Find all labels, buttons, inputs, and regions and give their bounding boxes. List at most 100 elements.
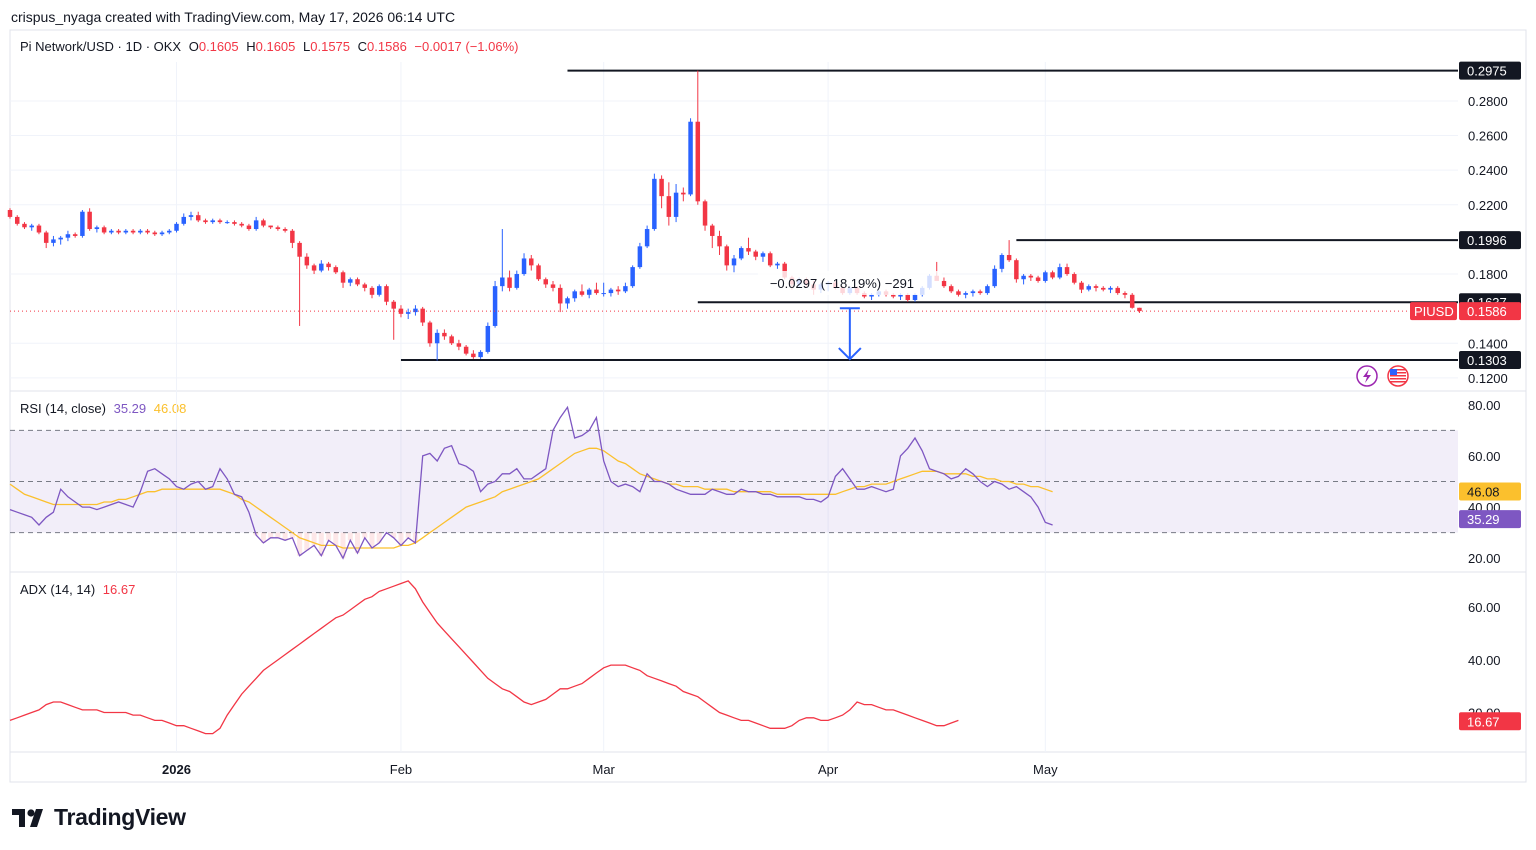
candle-body	[138, 230, 143, 233]
candle-body	[869, 294, 874, 297]
symbol-tag-label: PIUSD	[1414, 304, 1454, 319]
candle-body	[471, 353, 476, 358]
time-axis-tick: 2026	[162, 762, 191, 777]
candle-body	[529, 258, 534, 266]
candle-body	[391, 301, 396, 309]
adx-axis-tick: 60.00	[1468, 600, 1501, 615]
high-value: 0.1605	[255, 39, 296, 54]
level-price-label: 0.1303	[1467, 353, 1507, 368]
candle-body	[275, 227, 281, 230]
candle-body	[72, 234, 78, 236]
candle-body	[1137, 307, 1142, 312]
candle-body	[1100, 287, 1106, 290]
candle-body	[159, 232, 165, 235]
candle-body	[485, 325, 491, 352]
change-value: −0.0017 (−1.06%)	[414, 39, 519, 54]
candle-body	[536, 265, 541, 280]
level-price-tag	[1459, 61, 1521, 80]
candle-body	[1086, 286, 1092, 290]
adx-line	[9, 580, 959, 735]
candle-body	[905, 294, 911, 300]
candle-body	[1043, 272, 1048, 281]
level-price-label: 0.2975	[1467, 64, 1507, 79]
rsi-label[interactable]: RSI (14, close)	[20, 401, 106, 416]
us-flag-icon-stripe	[1390, 378, 1406, 380]
adx-label[interactable]: ADX (14, 14)	[20, 582, 96, 597]
open-value: 0.1605	[198, 39, 239, 54]
candle-body	[767, 253, 773, 266]
candle-body	[463, 346, 469, 354]
candle-body	[521, 258, 527, 275]
candle-body	[731, 258, 737, 266]
measure-label: −0.0297 (−18.19%) −291	[770, 276, 914, 291]
symbol-legend: Pi Network/USD · 1D · OKX O0.1605 H0.160…	[20, 39, 519, 54]
candle-body	[217, 220, 223, 223]
candle-body	[14, 216, 20, 224]
candle-body	[384, 286, 389, 302]
price-axis-tick: 0.1800	[1468, 267, 1508, 282]
time-axis-tick: Apr	[818, 762, 839, 777]
candle-body	[29, 225, 34, 228]
rsi-value: 35.29	[113, 401, 147, 416]
candle-body	[268, 225, 273, 228]
last-price-tag	[1459, 302, 1521, 321]
candle-body	[22, 223, 27, 228]
candle-body	[239, 223, 244, 226]
candle-body	[615, 289, 621, 292]
candle-body	[340, 272, 346, 283]
candle-body	[601, 293, 606, 295]
time-axis-tick: Feb	[390, 762, 412, 777]
candle-body	[442, 332, 447, 337]
candle-body	[167, 230, 172, 233]
candle-body	[695, 121, 701, 202]
rsi-ma-tag-label: 46.08	[1467, 485, 1500, 500]
tradingview-logo[interactable]: TradingView	[12, 804, 186, 831]
candle-body	[941, 280, 947, 287]
candle-body	[58, 237, 63, 240]
candle-body	[65, 234, 71, 238]
candle-body	[253, 220, 259, 230]
candle-body	[717, 235, 722, 247]
candle-body	[746, 248, 751, 252]
candle-body	[1050, 272, 1055, 278]
last-price-label: 0.1586	[1467, 304, 1507, 319]
candle-body	[760, 253, 766, 257]
candle-body	[1072, 274, 1077, 283]
us-flag-icon-stripe	[1390, 372, 1406, 374]
candle-body	[1035, 277, 1041, 281]
rsi-axis-tick: 60.00	[1468, 449, 1501, 464]
candle-body	[543, 279, 549, 285]
candle-body	[130, 230, 136, 233]
us-flag-icon-stripe	[1390, 369, 1406, 371]
candle-body	[681, 192, 686, 195]
candle-body	[420, 308, 425, 323]
close-value: 0.1586	[367, 39, 407, 54]
candle-body	[652, 178, 657, 230]
candle-body	[970, 291, 976, 294]
candle-body	[290, 230, 295, 243]
us-flag-icon-stripe	[1390, 375, 1406, 377]
low-label: L	[303, 39, 311, 54]
candle-body	[500, 277, 505, 287]
candle-body	[948, 286, 954, 292]
candle-body	[87, 211, 92, 230]
candle-body	[550, 284, 556, 288]
close-label: C	[357, 39, 368, 54]
candle-body	[456, 343, 462, 347]
candle-body	[434, 332, 440, 344]
candle-body	[565, 298, 570, 304]
adx-axis-tick: 40.00	[1468, 653, 1501, 668]
candle-body	[898, 294, 903, 297]
chart-credit: crispus_nyaga created with TradingView.c…	[11, 9, 456, 25]
candle-body	[710, 225, 715, 236]
symbol-name[interactable]: Pi Network/USD · 1D · OKX	[20, 39, 182, 54]
candle-body	[572, 291, 577, 299]
candle-body	[1115, 287, 1120, 294]
adx-legend: ADX (14, 14) 16.67	[20, 582, 135, 597]
candle-body	[195, 215, 201, 221]
rsi-legend: RSI (14, close) 35.29 46.08	[20, 401, 186, 416]
candle-body	[449, 336, 454, 344]
candle-body	[94, 227, 100, 230]
adx-tag	[1459, 712, 1521, 731]
